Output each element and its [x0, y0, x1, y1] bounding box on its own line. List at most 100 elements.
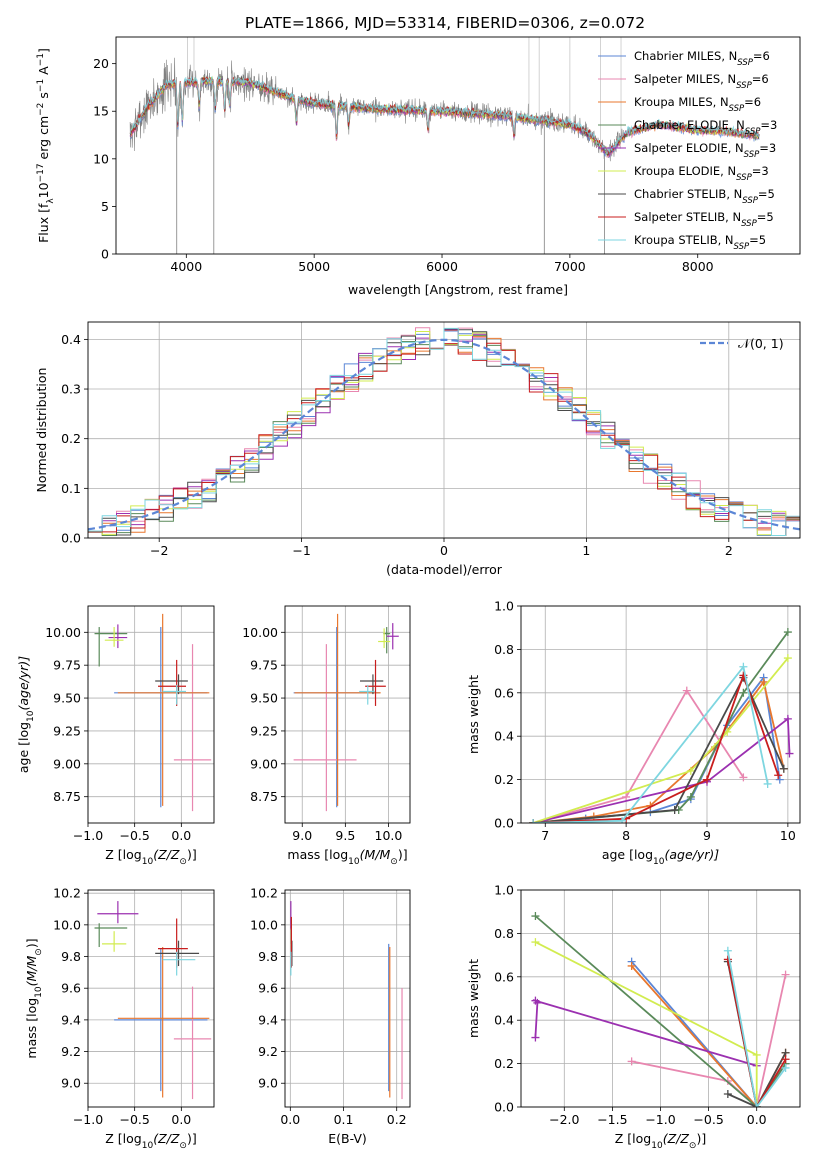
x-axis-label-part: mass [log — [287, 847, 348, 862]
axes-frame — [284, 889, 411, 1108]
legend-entry: Kroupa ELODIE, NSSP=3 — [634, 164, 769, 183]
x-tick-label: −1.0 — [73, 828, 103, 843]
plus-marker — [781, 1063, 790, 1072]
y-axis-label-part: 10 — [26, 710, 36, 722]
plus-marker — [670, 805, 679, 814]
plot-area — [129, 37, 760, 254]
y-tick-label: 0.8 — [494, 642, 514, 657]
age-vs-metallicity-panel: −1.0 −0.5 0.0 8.75 9.00 9.25 9.50 9.75 10.00 Z [l… — [16, 605, 215, 867]
y-axis-label-part: (age/yr)] — [16, 656, 31, 711]
mass-vs-metallicity-panel: −1.0 −0.5 0.0 9.0 9.2 9.4 9.6 9.8 10.0 10.2 Z [log… — [24, 886, 215, 1151]
x-axis-label-part: (age/yr)] — [664, 847, 719, 862]
y-axis-label-part: )] — [24, 938, 39, 948]
x-tick-label: 0.0 — [171, 828, 191, 843]
y-tick-label: 0 — [101, 247, 109, 262]
y-tick-label: 0.2 — [494, 772, 514, 787]
y-axis-label-part: ⊙ — [34, 948, 44, 956]
y-tick-label: 0.8 — [494, 926, 514, 941]
plus-marker — [775, 775, 784, 784]
x-axis-label-part: Z [log — [105, 847, 141, 862]
plus-marker — [723, 1089, 732, 1098]
x-tick-label: 8000 — [682, 259, 714, 274]
x-tick-label: 0.2 — [387, 1112, 407, 1127]
mass-weight-line — [533, 664, 769, 823]
plus-marker — [531, 912, 540, 921]
x-tick-label: −0.5 — [693, 1112, 723, 1127]
y-tick-label: 8.75 — [53, 789, 81, 804]
y-tick-label: 0.4 — [61, 332, 81, 347]
x-tick-label: 1 — [582, 543, 590, 558]
plus-marker — [739, 773, 748, 782]
x-axis-label-part: (Z/Z — [663, 1131, 690, 1146]
y-tick-label: 9.4 — [258, 1012, 278, 1027]
x-tick-label: −0.5 — [119, 1112, 149, 1127]
x-tick-label: 7000 — [554, 259, 586, 274]
y-tick-label: 10.00 — [45, 625, 81, 640]
mass-weight-line — [532, 657, 789, 823]
y-tick-label: 15 — [93, 104, 109, 119]
x-axis-label-part: (Z/Z — [153, 1131, 180, 1146]
plot-area — [290, 901, 403, 1100]
legend-model-name: Kroupa ELODIE, N — [634, 164, 736, 178]
x-tick-label: −2.0 — [549, 1112, 579, 1127]
plot-area — [529, 628, 794, 823]
x-tick-label: 0 — [440, 543, 448, 558]
y-tick-label: 0.1 — [61, 481, 81, 496]
y-tick-label: 10.2 — [250, 886, 278, 901]
mass-weight-line — [726, 950, 787, 1107]
y-tick-label: 10.0 — [53, 917, 81, 932]
legend-entry: Chabrier STELIB, NSSP=5 — [634, 187, 775, 206]
y-tick-label: 9.0 — [61, 1076, 81, 1091]
x-axis-label-part: ⊙ — [179, 1141, 187, 1151]
x-axis-label-part: age [log — [602, 847, 653, 862]
y-axis-label-part: s — [36, 92, 51, 103]
y-tick-label: 0.2 — [494, 1056, 514, 1071]
legend-subscript: SSP — [729, 104, 745, 114]
y-axis-label: mass weight — [466, 959, 481, 1038]
plus-marker — [783, 628, 792, 637]
y-tick-label: 9.75 — [250, 658, 278, 673]
x-tick-label: 0.0 — [171, 1112, 191, 1127]
legend-nssp: =3 — [760, 118, 777, 132]
y-tick-label: 9.6 — [258, 981, 278, 996]
legend-entry: Salpeter ELODIE, NSSP=3 — [634, 141, 776, 160]
y-axis-label-part: 10 — [34, 986, 44, 998]
plus-marker — [763, 779, 772, 788]
y-tick-label: 9.4 — [61, 1012, 81, 1027]
plus-marker — [783, 654, 792, 663]
y-tick-label: 0.0 — [61, 531, 81, 546]
model-spectrum-line — [129, 75, 760, 155]
x-axis-label-part: )] — [398, 847, 408, 862]
axes-frame — [87, 605, 215, 824]
x-tick-label: 9.0 — [292, 828, 312, 843]
legend-nssp: =5 — [758, 187, 775, 201]
legend-subscript: SSP — [745, 127, 761, 137]
axes-frame — [87, 889, 215, 1108]
y-axis-label-part: −2 — [36, 103, 46, 116]
plus-marker — [627, 961, 636, 970]
legend-model-name: Chabrier ELODIE, N — [634, 118, 745, 132]
y-tick-label: 0.2 — [61, 431, 81, 446]
y-tick-label: 20 — [93, 56, 109, 71]
plus-marker — [622, 792, 631, 801]
x-tick-label: 10.0 — [375, 828, 403, 843]
y-tick-label: 9.2 — [258, 1044, 278, 1059]
x-axis-label-part: Z [log — [105, 1131, 141, 1146]
legend-subscript: SSP — [736, 81, 752, 91]
legend-nssp: =3 — [752, 164, 769, 178]
age-vs-mass-panel: 9.0 9.5 10.0 8.75 9.00 9.25 9.50 9.75 10.00 mass … — [242, 605, 411, 867]
y-tick-label: 1.0 — [494, 883, 514, 898]
x-tick-label: −1.0 — [73, 1112, 103, 1127]
y-tick-label: 10.00 — [242, 625, 278, 640]
legend-model-name: Salpeter STELIB, N — [634, 210, 741, 224]
x-axis-label-part: 10 — [348, 857, 360, 867]
y-tick-label: 0.6 — [494, 685, 514, 700]
legend-subscript: SSP — [742, 196, 758, 206]
y-axis-label: age [log10(age/yr)] — [16, 656, 36, 773]
legend-model-name: Chabrier STELIB, N — [634, 187, 742, 201]
x-axis-label: age [log10(age/yr)] — [602, 847, 719, 867]
residuals-panel: −2 −1 0 1 2 0.0 0.1 0.2 0.3 0.4 𝒩(0, 1) (data-model… — [34, 321, 801, 577]
y-axis-label-part: −1 — [36, 79, 46, 92]
axes-frame — [284, 605, 411, 824]
